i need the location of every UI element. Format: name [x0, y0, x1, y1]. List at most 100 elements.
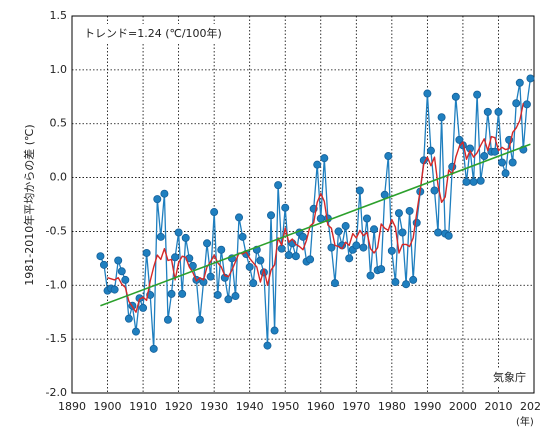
data-point	[515, 78, 524, 87]
data-point	[526, 74, 535, 83]
data-point	[181, 233, 190, 242]
trend-line	[100, 143, 531, 307]
x-tick-label: 2020	[520, 400, 541, 413]
data-point	[96, 252, 105, 261]
data-point	[277, 244, 286, 253]
annotation: トレンド=1.24 (℃/100年)	[84, 26, 222, 40]
x-tick-label: 1920	[165, 400, 193, 413]
y-tick-label: 1.5	[50, 9, 68, 22]
data-point	[490, 147, 499, 156]
data-point	[430, 186, 439, 195]
data-point	[153, 195, 162, 204]
data-point	[203, 239, 212, 248]
data-point	[334, 227, 343, 236]
data-point	[483, 107, 492, 116]
data-point	[231, 292, 240, 301]
data-point	[306, 255, 315, 264]
data-point	[267, 211, 276, 220]
data-point	[291, 252, 300, 261]
data-point	[174, 228, 183, 237]
data-point	[320, 154, 329, 163]
data-point	[284, 251, 293, 260]
data-point	[462, 177, 471, 186]
data-point	[494, 107, 503, 116]
data-point	[359, 243, 368, 252]
data-point	[142, 248, 151, 257]
x-tick-label: 1990	[413, 400, 441, 413]
data-point	[352, 241, 361, 250]
x-axis-label: (年)	[516, 415, 534, 428]
plot-frame	[71, 15, 535, 394]
data-point	[124, 314, 133, 323]
data-point	[245, 262, 254, 271]
data-point	[405, 206, 414, 215]
data-point	[391, 278, 400, 287]
y-tick-label: -1.5	[46, 332, 67, 345]
data-point	[423, 89, 432, 98]
data-point	[178, 289, 187, 298]
data-point	[469, 177, 478, 186]
data-point	[195, 315, 204, 324]
moving-average-line	[107, 103, 524, 313]
annotation-background	[490, 368, 529, 386]
x-tick-label: 1890	[58, 400, 86, 413]
data-point	[476, 176, 485, 185]
x-tick-label: 2010	[484, 400, 512, 413]
data-point	[394, 209, 403, 218]
data-point	[501, 169, 510, 178]
data-point	[402, 280, 411, 289]
data-point	[473, 90, 482, 99]
data-point	[298, 232, 307, 241]
data-point	[444, 231, 453, 240]
data-point	[377, 265, 386, 274]
y-tick-label: 1.0	[50, 63, 68, 76]
data-point	[508, 158, 517, 167]
data-point	[206, 272, 215, 281]
data-point	[131, 327, 140, 336]
data-point	[213, 290, 222, 299]
x-tick-label: 1980	[378, 400, 406, 413]
data-point	[330, 279, 339, 288]
data-point	[121, 275, 130, 284]
data-point	[217, 245, 226, 254]
data-point	[224, 295, 233, 304]
data-point	[384, 152, 393, 161]
data-point	[167, 289, 176, 298]
data-point	[156, 232, 165, 241]
data-point	[370, 225, 379, 234]
y-tick-label: -2.0	[46, 386, 67, 399]
data-point	[316, 214, 325, 223]
data-point	[341, 222, 350, 231]
x-tick-label: 1910	[129, 400, 157, 413]
data-point	[366, 271, 375, 280]
data-point	[327, 243, 336, 252]
data-point	[426, 146, 435, 155]
annotation-background	[81, 24, 225, 42]
data-point	[313, 160, 322, 169]
y-tick-label: 0.0	[50, 171, 68, 184]
data-point	[235, 213, 244, 222]
data-point	[139, 303, 148, 312]
data-point	[387, 246, 396, 255]
x-tick-label: 1930	[200, 400, 228, 413]
x-tick-label: 1950	[271, 400, 299, 413]
x-tick-label: 1960	[307, 400, 335, 413]
x-tick-label: 1970	[342, 400, 370, 413]
data-point	[163, 315, 172, 324]
data-point	[110, 285, 119, 294]
data-point	[263, 341, 272, 350]
data-point	[409, 275, 418, 284]
data-point	[117, 267, 126, 276]
data-point	[437, 113, 446, 122]
data-point	[171, 253, 180, 262]
data-point	[160, 189, 169, 198]
data-point	[412, 218, 421, 227]
x-tick-label: 1940	[236, 400, 264, 413]
annotation: 気象庁	[493, 370, 526, 384]
data-point	[522, 100, 531, 109]
x-tick-label: 2000	[449, 400, 477, 413]
y-tick-label: 0.5	[50, 117, 68, 130]
data-point	[281, 203, 290, 212]
data-point	[480, 152, 489, 161]
